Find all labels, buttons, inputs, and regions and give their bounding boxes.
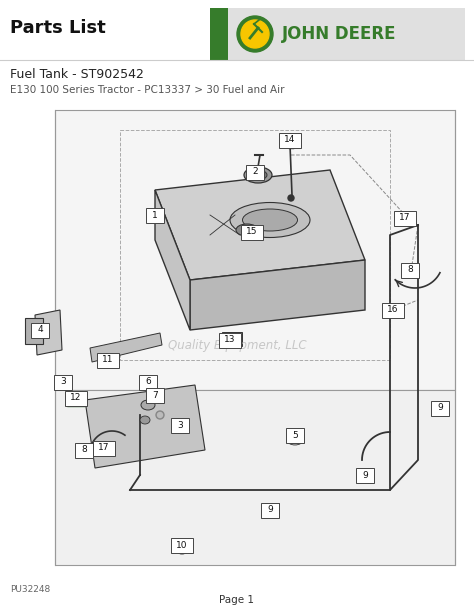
FancyBboxPatch shape <box>75 443 93 457</box>
Text: 5: 5 <box>292 430 298 440</box>
Text: 9: 9 <box>362 471 368 479</box>
Ellipse shape <box>287 435 303 445</box>
Ellipse shape <box>244 167 272 183</box>
Text: 10: 10 <box>176 541 188 549</box>
Text: JOHN DEERE: JOHN DEERE <box>282 25 396 43</box>
Text: 12: 12 <box>70 394 82 403</box>
FancyBboxPatch shape <box>139 375 157 389</box>
Text: PU32248: PU32248 <box>10 585 50 595</box>
Text: 16: 16 <box>387 305 399 314</box>
Ellipse shape <box>243 209 298 231</box>
Text: E130 100 Series Tractor - PC13337 > 30 Fuel and Air: E130 100 Series Tractor - PC13337 > 30 F… <box>10 85 284 95</box>
FancyBboxPatch shape <box>97 352 119 368</box>
Bar <box>358 468 372 478</box>
Polygon shape <box>85 385 205 468</box>
FancyBboxPatch shape <box>219 332 241 348</box>
Polygon shape <box>155 190 190 330</box>
Circle shape <box>156 411 164 419</box>
FancyBboxPatch shape <box>246 164 264 180</box>
Bar <box>67 392 85 406</box>
Text: 4: 4 <box>37 326 43 335</box>
Polygon shape <box>35 310 62 355</box>
Circle shape <box>157 413 163 417</box>
Text: Page 1: Page 1 <box>219 595 255 605</box>
Text: 1: 1 <box>152 210 158 219</box>
Polygon shape <box>55 390 455 565</box>
Polygon shape <box>155 170 365 280</box>
Text: 15: 15 <box>246 227 258 237</box>
Ellipse shape <box>230 202 310 237</box>
FancyBboxPatch shape <box>261 503 279 517</box>
Circle shape <box>241 20 269 48</box>
FancyBboxPatch shape <box>286 427 304 443</box>
Text: 3: 3 <box>177 421 183 430</box>
Bar <box>265 503 279 513</box>
Text: 3: 3 <box>60 378 66 387</box>
FancyBboxPatch shape <box>31 322 49 338</box>
FancyBboxPatch shape <box>210 8 465 60</box>
Ellipse shape <box>140 416 150 424</box>
Ellipse shape <box>175 542 189 554</box>
FancyBboxPatch shape <box>382 302 404 318</box>
FancyBboxPatch shape <box>401 262 419 278</box>
Text: 7: 7 <box>152 390 158 400</box>
Circle shape <box>288 195 294 201</box>
Text: 9: 9 <box>437 403 443 413</box>
FancyBboxPatch shape <box>146 387 164 403</box>
Ellipse shape <box>249 170 267 180</box>
FancyBboxPatch shape <box>65 390 87 406</box>
Polygon shape <box>55 110 455 390</box>
FancyBboxPatch shape <box>93 441 115 455</box>
Bar <box>210 8 228 60</box>
Bar <box>433 401 447 411</box>
Text: 8: 8 <box>407 265 413 275</box>
Text: 17: 17 <box>98 443 110 452</box>
FancyBboxPatch shape <box>394 210 416 226</box>
FancyBboxPatch shape <box>54 375 72 389</box>
Text: 9: 9 <box>267 506 273 514</box>
Text: 8: 8 <box>81 446 87 454</box>
Text: 14: 14 <box>284 135 296 145</box>
Bar <box>25 318 43 344</box>
FancyBboxPatch shape <box>171 417 189 433</box>
Text: Fuel Tank - ST902542: Fuel Tank - ST902542 <box>10 69 144 82</box>
Text: 11: 11 <box>102 356 114 365</box>
Text: Parts List: Parts List <box>10 19 106 37</box>
FancyBboxPatch shape <box>146 207 164 223</box>
Polygon shape <box>190 260 365 330</box>
Polygon shape <box>90 333 162 362</box>
Text: 2: 2 <box>252 167 258 177</box>
Bar <box>222 332 242 346</box>
FancyBboxPatch shape <box>356 468 374 482</box>
Text: 13: 13 <box>224 335 236 345</box>
Ellipse shape <box>141 400 155 410</box>
Bar <box>120 130 390 360</box>
Text: Quality Equipment, LLC: Quality Equipment, LLC <box>168 338 306 351</box>
FancyBboxPatch shape <box>431 400 449 416</box>
Text: 6: 6 <box>145 378 151 387</box>
Circle shape <box>237 16 273 52</box>
Text: 17: 17 <box>399 213 411 223</box>
FancyBboxPatch shape <box>171 538 193 552</box>
FancyBboxPatch shape <box>241 224 263 240</box>
FancyBboxPatch shape <box>279 132 301 148</box>
Ellipse shape <box>236 224 258 236</box>
